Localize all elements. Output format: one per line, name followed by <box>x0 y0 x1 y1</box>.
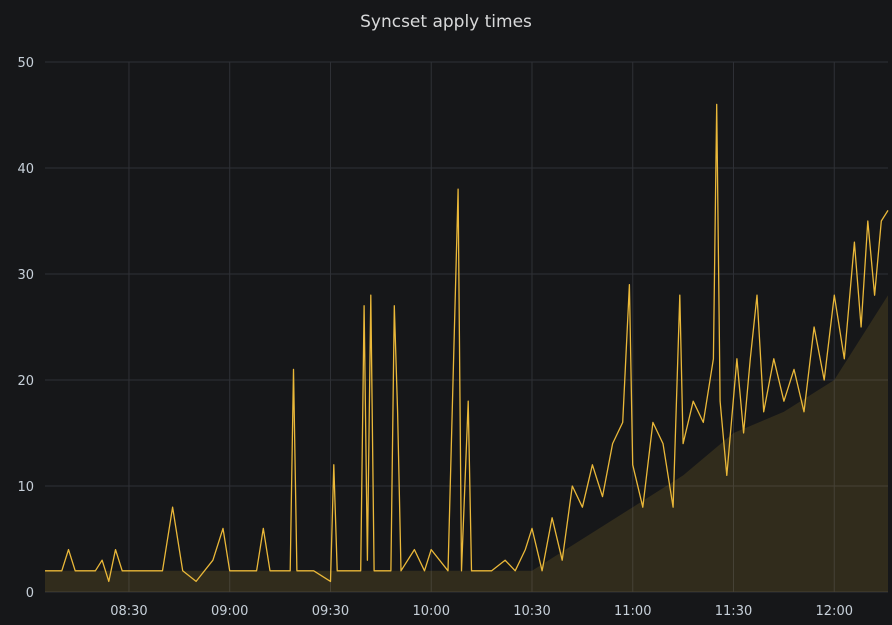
x-tick-label: 11:00 <box>614 604 651 619</box>
x-tick-label: 09:30 <box>312 604 349 619</box>
x-tick-label: 09:00 <box>211 604 248 619</box>
x-tick-label: 08:30 <box>110 604 147 619</box>
x-tick-label: 11:30 <box>715 604 752 619</box>
y-tick-label: 50 <box>17 56 34 71</box>
x-tick-label: 10:00 <box>413 604 450 619</box>
series-area-fill <box>45 295 888 592</box>
y-tick-label: 40 <box>17 162 34 177</box>
x-tick-label: 12:00 <box>816 604 853 619</box>
series-line <box>45 103 889 583</box>
panel-title[interactable]: Syncset apply times <box>360 12 532 32</box>
y-tick-label: 0 <box>26 586 34 601</box>
x-tick-label: 10:30 <box>513 604 550 619</box>
y-tick-label: 30 <box>17 268 34 283</box>
y-tick-label: 10 <box>17 480 34 495</box>
y-tick-label: 20 <box>17 374 34 389</box>
